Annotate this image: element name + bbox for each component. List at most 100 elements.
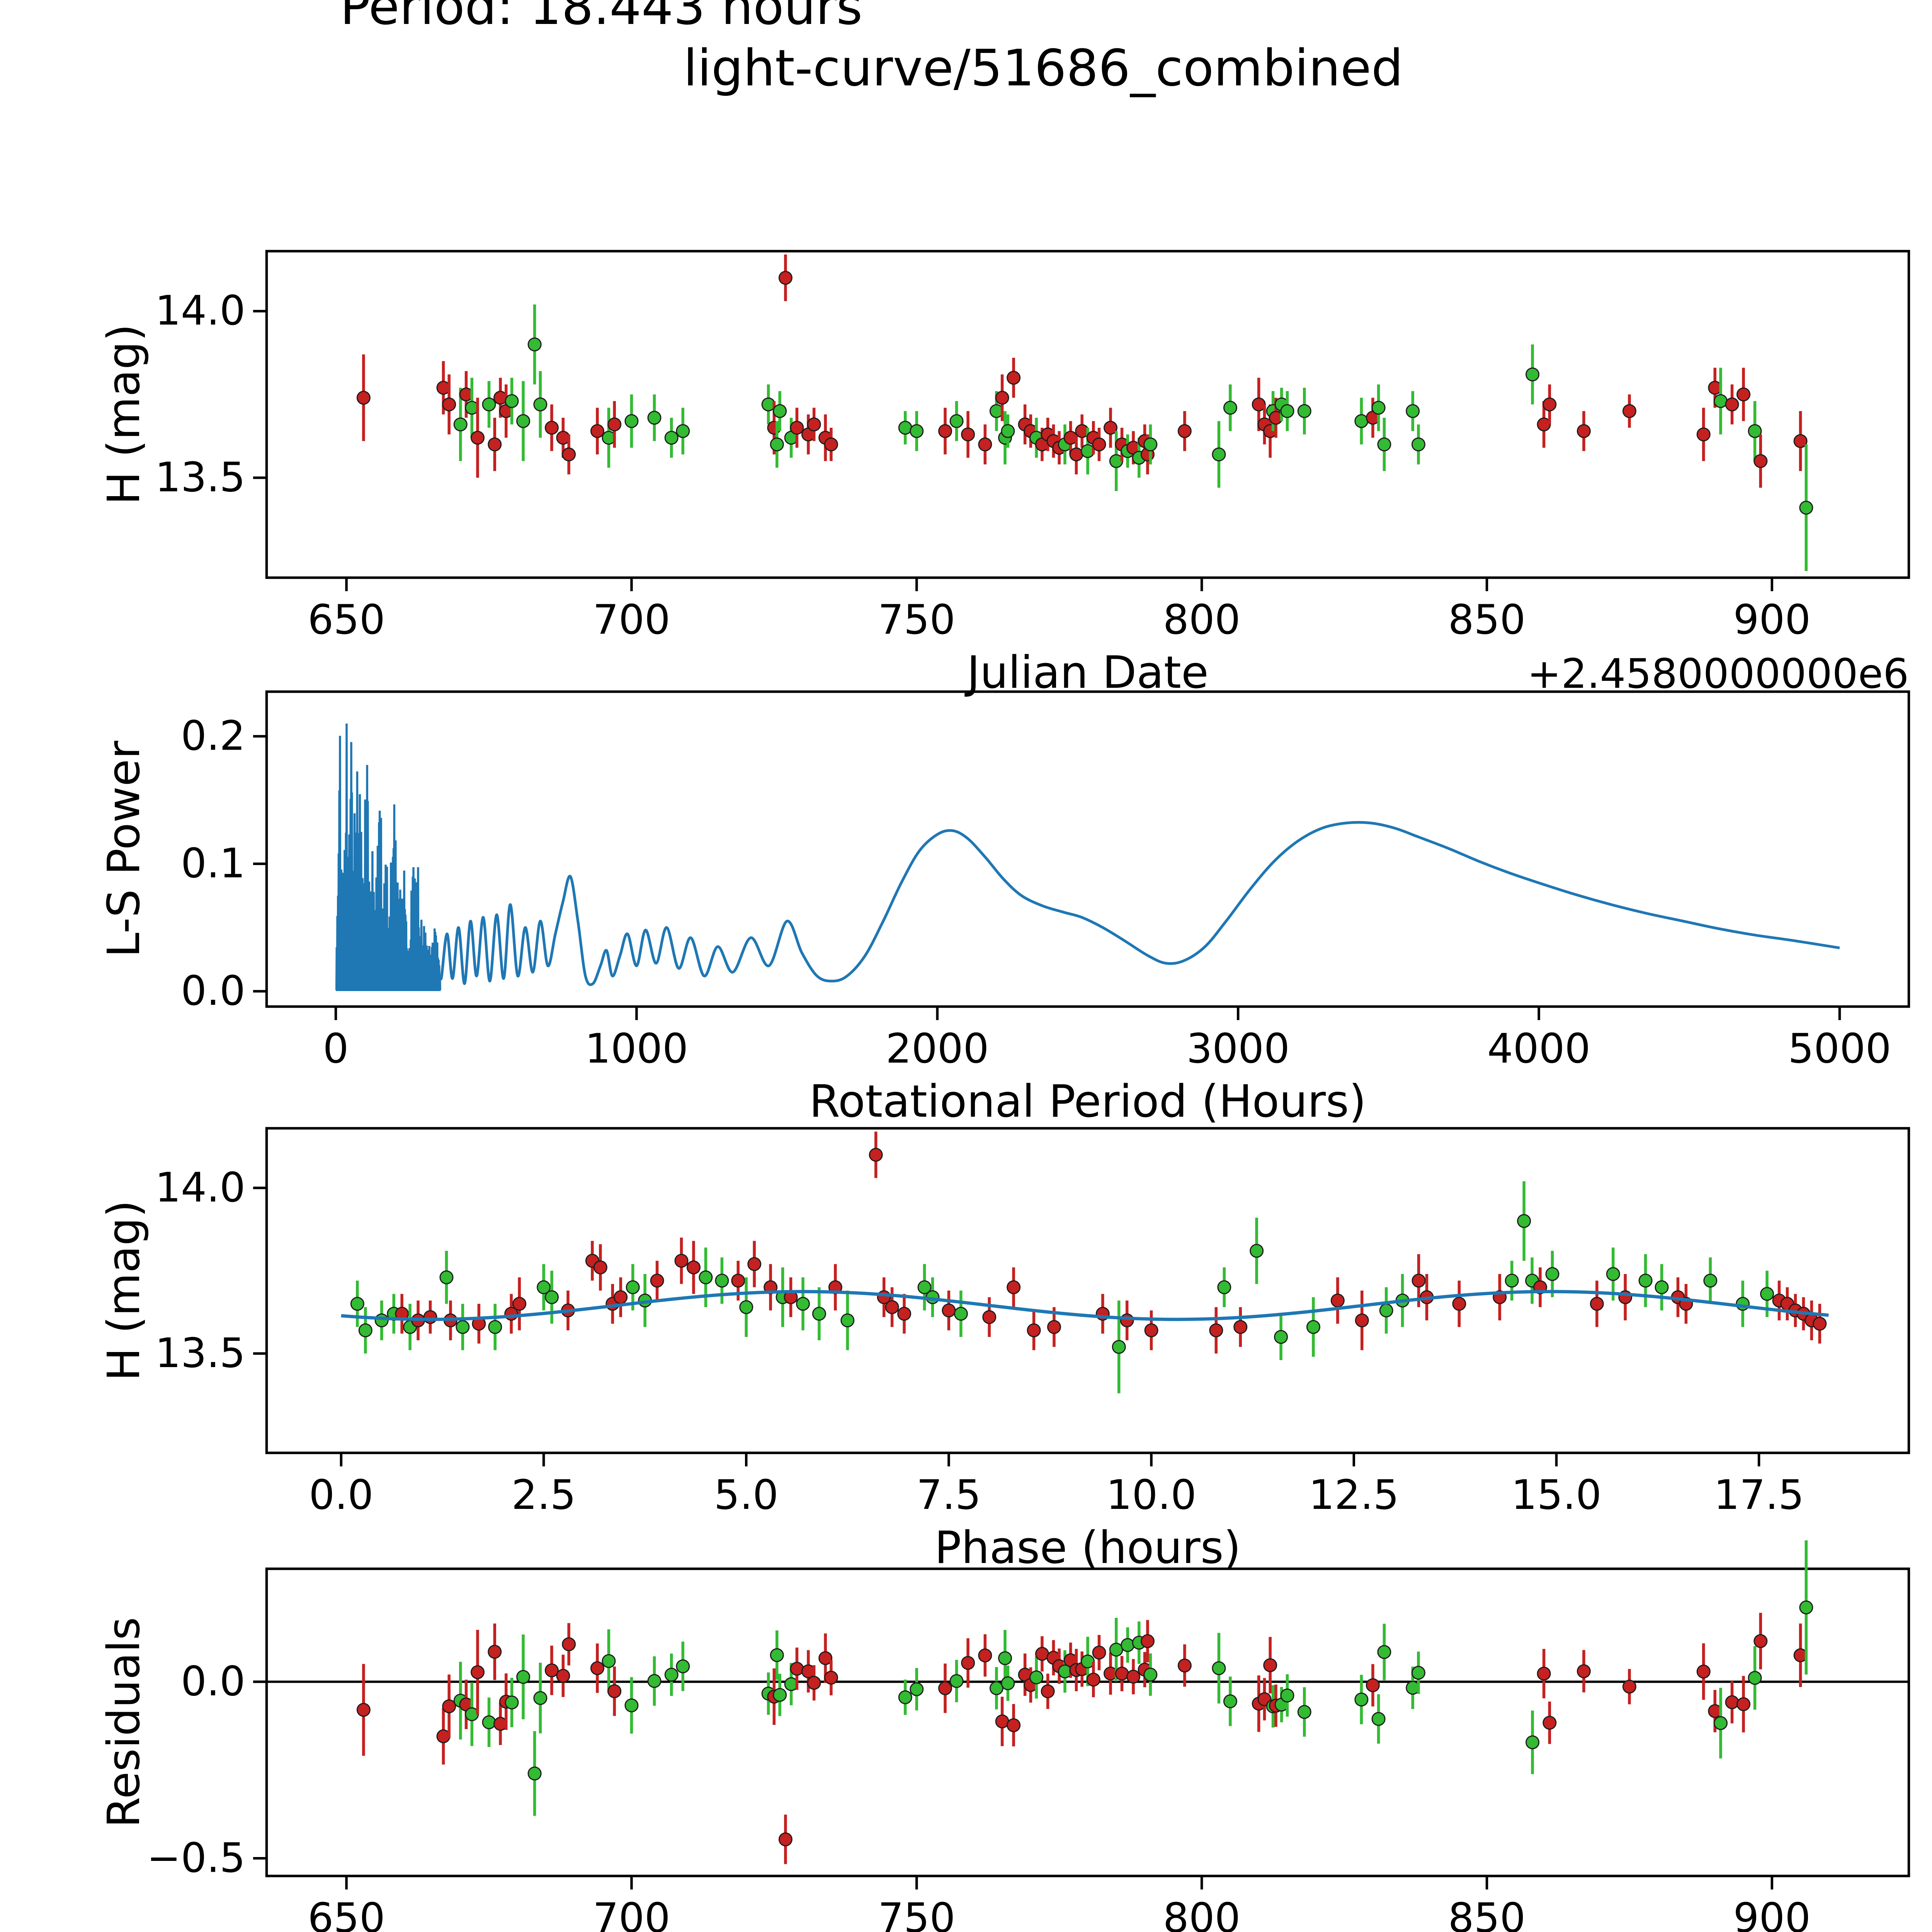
data-point <box>674 1253 689 1268</box>
data-point <box>356 391 371 405</box>
data-point <box>938 424 952 438</box>
data-point <box>505 1696 519 1710</box>
data-point <box>356 1703 371 1717</box>
data-point <box>1736 1697 1751 1711</box>
data-point <box>982 1310 997 1324</box>
data-point <box>790 420 804 435</box>
data-point <box>1526 367 1540 382</box>
data-point <box>686 1260 701 1275</box>
data-point <box>1622 404 1636 418</box>
x-tick-label: 850 <box>1448 1895 1526 1932</box>
y-axis-label: Residuals <box>98 1617 150 1828</box>
data-point <box>961 1656 975 1670</box>
data-point <box>544 1663 559 1677</box>
data-point <box>1035 1647 1049 1661</box>
data-point <box>1452 1297 1466 1311</box>
axes-frame <box>265 250 1910 579</box>
y-tick-label: 13.5 <box>155 1330 245 1377</box>
data-point <box>942 1303 956 1318</box>
data-point <box>998 1651 1012 1665</box>
data-point <box>423 1310 437 1324</box>
data-point <box>1760 1287 1774 1301</box>
data-point <box>664 1668 679 1682</box>
data-point <box>545 1290 559 1304</box>
data-point <box>773 1688 787 1702</box>
data-point <box>1799 500 1813 515</box>
data-point <box>770 1648 784 1662</box>
data-point <box>1366 1678 1380 1692</box>
data-point <box>1411 1666 1425 1680</box>
data-point <box>614 1290 628 1304</box>
x-tick-label: 800 <box>1163 1895 1240 1932</box>
data-point <box>1047 1320 1061 1334</box>
data-point <box>1115 1667 1129 1681</box>
data-point <box>1537 1667 1551 1681</box>
data-point <box>778 270 793 285</box>
data-point <box>676 1659 690 1673</box>
data-point <box>1622 1679 1636 1694</box>
data-point <box>1655 1280 1669 1294</box>
x-tick-label: 2000 <box>886 1025 989 1072</box>
x-tick-label: 650 <box>308 596 385 643</box>
data-point <box>1233 1320 1248 1334</box>
data-point <box>647 411 662 425</box>
data-point <box>488 1320 502 1334</box>
data-point <box>1545 1267 1560 1281</box>
data-point <box>1505 1274 1519 1288</box>
data-point <box>938 1681 952 1696</box>
data-point <box>453 417 468 432</box>
data-point <box>1377 1645 1391 1659</box>
data-point <box>676 424 690 438</box>
data-point <box>1543 1716 1557 1730</box>
data-point <box>773 404 787 418</box>
x-offset-label: +2.4580000000e6 <box>1527 650 1909 697</box>
data-point <box>1007 1280 1021 1294</box>
data-point <box>1297 1705 1311 1719</box>
data-point <box>796 1297 810 1311</box>
data-point <box>626 1280 640 1294</box>
data-point <box>949 1674 964 1688</box>
figure-title: light-curve/51686_combined <box>683 39 1403 97</box>
data-point <box>1140 1634 1155 1648</box>
data-point <box>1748 424 1762 438</box>
data-point <box>1813 1316 1827 1331</box>
x-tick-label: 10.0 <box>1106 1471 1197 1519</box>
period-label: Period: 18.443 hours <box>340 0 863 36</box>
y-tick-label: 13.5 <box>155 454 245 501</box>
data-point <box>995 1714 1009 1729</box>
x-tick-label: 700 <box>593 596 670 643</box>
data-point <box>439 1270 454 1284</box>
data-point <box>488 1645 502 1659</box>
data-point <box>807 1676 821 1690</box>
data-point <box>527 337 542 352</box>
x-tick-label: 5.0 <box>714 1471 779 1519</box>
data-point <box>556 1669 570 1683</box>
x-tick-label: 750 <box>878 1895 955 1932</box>
data-point <box>1007 1718 1021 1732</box>
x-tick-label: 2.5 <box>512 1471 576 1519</box>
data-point <box>778 1832 793 1847</box>
axes-frame <box>265 1127 1910 1454</box>
data-point <box>949 414 964 428</box>
y-axis-label: L-S Power <box>98 740 150 957</box>
data-point <box>898 420 912 435</box>
x-axis-label: Julian Date <box>964 647 1208 699</box>
data-point <box>1143 1667 1158 1682</box>
data-point <box>731 1274 745 1288</box>
data-point <box>442 1699 456 1713</box>
data-point <box>1001 1676 1015 1690</box>
data-point <box>807 417 821 432</box>
data-point <box>1001 424 1015 438</box>
x-axis-label: Rotational Period (Hours) <box>809 1076 1366 1128</box>
data-point <box>602 1654 616 1668</box>
data-point <box>1081 1654 1095 1668</box>
y-tick-label: 0.2 <box>181 712 245 759</box>
axes-frame <box>265 1567 1910 1878</box>
data-point <box>527 1766 542 1781</box>
data-point <box>1638 1274 1653 1288</box>
data-point <box>1412 1274 1426 1288</box>
data-point <box>1590 1297 1604 1311</box>
data-point <box>1606 1267 1620 1281</box>
x-tick-label: 7.5 <box>917 1471 981 1519</box>
data-point <box>544 420 559 435</box>
